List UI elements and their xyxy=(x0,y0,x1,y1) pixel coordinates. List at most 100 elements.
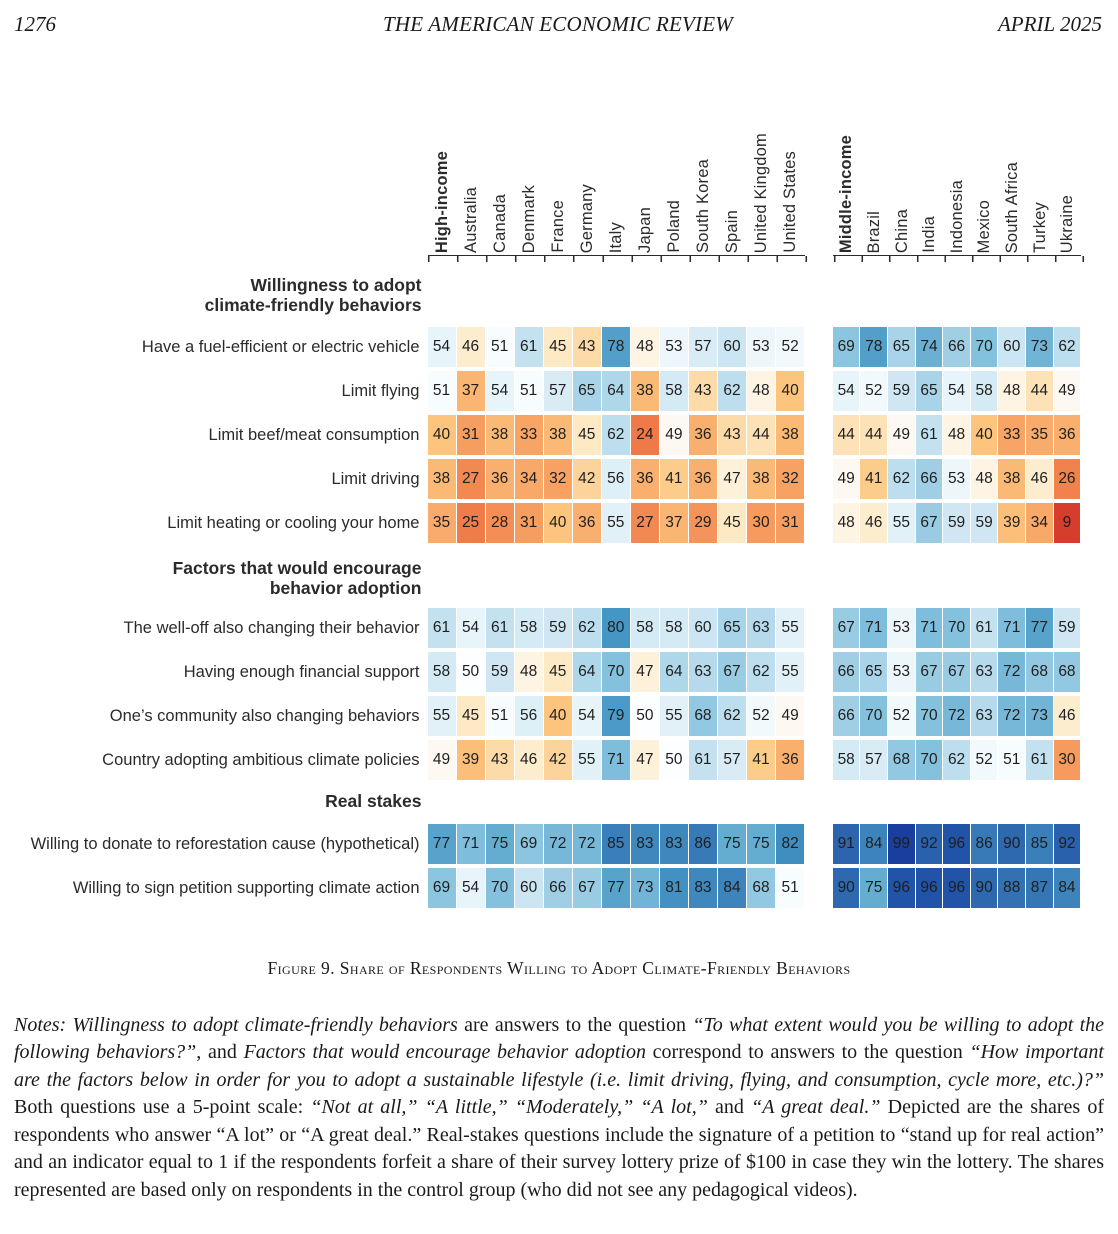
heatmap-cell: 75 xyxy=(485,823,515,864)
heatmap-cell: 69 xyxy=(427,867,457,908)
heatmap-cell: 79 xyxy=(601,696,631,736)
column-label-cell: Brazil xyxy=(860,103,888,255)
heatmap-cell: 71 xyxy=(456,823,486,864)
heatmap-cell: 49 xyxy=(659,415,689,455)
heatmap-cell: 50 xyxy=(456,652,486,692)
column-label-cell: United Kingdom xyxy=(747,103,776,255)
heatmap-cell: 65 xyxy=(888,327,916,367)
group-header-line: Willingness to adopt xyxy=(250,275,422,295)
heatmap-cell: 78 xyxy=(601,327,631,367)
notes-segment: correspond to answers to the question xyxy=(645,1041,970,1064)
heatmap-cell: 33 xyxy=(514,415,544,455)
heatmap-block: 55 45 51 56 40 54 79 50 55 68 62 52 49 xyxy=(427,696,806,736)
heatmap-cell: 48 xyxy=(832,503,861,543)
group-header-line: Factors that would encourage xyxy=(172,558,422,578)
heatmap-cell: 47 xyxy=(717,459,748,499)
column-label: Ukraine xyxy=(1058,194,1077,253)
heatmap-cell: 72 xyxy=(543,823,573,864)
heatmap-row: Limit beef/meat consumption 40 31 38 33 38 45 6… xyxy=(0,415,1118,455)
heatmap-cell: 28 xyxy=(485,503,515,543)
heatmap-cell: 48 xyxy=(747,371,777,411)
heatmap-block: 44 44 49 61 48 40 33 35 36 xyxy=(832,415,1082,455)
heatmap-cell: 80 xyxy=(601,608,631,648)
heatmap-block: 49 39 43 46 42 55 71 47 50 61 57 41 36 xyxy=(427,740,806,780)
heatmap-cell: 66 xyxy=(832,696,861,736)
heatmap-cell: 86 xyxy=(688,823,718,864)
heatmap-cell: 54 xyxy=(456,608,486,648)
heatmap-cell: 67 xyxy=(943,652,971,692)
heatmap-cell: 57 xyxy=(543,371,573,411)
column-label: France xyxy=(548,200,567,253)
heatmap-cell: 38 xyxy=(427,459,457,499)
heatmap-cell: 34 xyxy=(1026,503,1054,543)
heatmap-cell: 40 xyxy=(427,415,457,455)
heatmap-block: 49 41 62 66 53 48 38 46 26 xyxy=(832,459,1082,499)
heatmap-cell: 26 xyxy=(1053,459,1082,499)
heatmap-cell: 35 xyxy=(427,503,457,543)
heatmap-cell: 63 xyxy=(970,652,999,692)
heatmap-cell: 71 xyxy=(915,608,944,648)
heatmap-block: 61 54 61 58 59 62 80 58 58 60 65 63 55 xyxy=(427,608,806,648)
heatmap-cell: 77 xyxy=(427,823,457,864)
notes-italic-segment: “A little,” xyxy=(424,1096,508,1119)
row-label: Limit heating or cooling your home xyxy=(167,514,420,532)
column-label: South Africa xyxy=(1003,161,1021,253)
heatmap-cell: 86 xyxy=(970,823,999,864)
heatmap-row: Having enough financial support 58 50 59 48 4… xyxy=(0,652,1118,692)
heatmap-cell: 66 xyxy=(832,652,861,692)
heatmap-cell: 55 xyxy=(888,503,916,543)
heatmap-cell: 60 xyxy=(717,327,748,367)
heatmap-cell: 70 xyxy=(915,740,944,780)
column-label-cell: France xyxy=(544,103,573,255)
column-label: Poland xyxy=(665,200,684,253)
heatmap-cell: 50 xyxy=(630,696,660,736)
heatmap-cell: 40 xyxy=(543,503,573,543)
column-label-cell: High-income xyxy=(428,103,457,255)
heatmap-cell: 54 xyxy=(943,371,971,411)
heatmap-cell: 46 xyxy=(1026,459,1054,499)
group-header: Real stakes xyxy=(0,791,428,812)
heatmap-row: Country adopting ambitious climate polic… xyxy=(0,740,1118,780)
heatmap-cell: 78 xyxy=(860,327,889,367)
heatmap-cell: 58 xyxy=(427,652,457,692)
heatmap-cell: 61 xyxy=(970,608,999,648)
heatmap-cell: 45 xyxy=(572,415,602,455)
heatmap-block: 66 65 53 67 67 63 72 68 68 xyxy=(832,652,1082,692)
column-label-cell: Indonesia xyxy=(943,103,971,255)
heatmap-cell: 40 xyxy=(970,415,999,455)
heatmap-cell: 84 xyxy=(717,867,748,908)
heatmap-cell: 84 xyxy=(1053,867,1082,908)
heatmap-cell: 60 xyxy=(998,327,1027,367)
column-label-cell: South Korea xyxy=(689,103,718,255)
column-label-cell: Canada xyxy=(486,103,515,255)
heatmap-cell: 48 xyxy=(514,652,544,692)
heatmap-block: 66 70 52 70 72 63 72 73 46 xyxy=(832,696,1082,736)
heatmap-cell: 66 xyxy=(943,327,971,367)
row-label: Country adopting ambitious climate polic… xyxy=(102,751,420,769)
heatmap-cell: 84 xyxy=(860,823,889,864)
heatmap-cell: 53 xyxy=(747,327,777,367)
heatmap-cell: 43 xyxy=(688,371,718,411)
column-label: Middle-income xyxy=(837,134,856,253)
heatmap-cell: 54 xyxy=(832,371,861,411)
heatmap-cell: 33 xyxy=(998,415,1027,455)
row-label: Limit flying xyxy=(341,382,420,400)
heatmap-cell: 49 xyxy=(1053,371,1082,411)
heatmap-cell: 37 xyxy=(456,371,486,411)
heatmap-cell: 77 xyxy=(1026,608,1054,648)
heatmap-cell: 65 xyxy=(860,652,889,692)
heatmap-cell: 58 xyxy=(659,608,689,648)
heatmap-cell: 68 xyxy=(688,696,718,736)
heatmap-cell: 62 xyxy=(601,415,631,455)
heatmap-cell: 92 xyxy=(1053,823,1082,864)
heatmap-cell: 36 xyxy=(776,740,806,780)
axis-ticks-right xyxy=(834,256,1085,262)
heatmap-cell: 55 xyxy=(776,608,806,648)
heatmap-cell: 62 xyxy=(572,608,602,648)
heatmap-cell: 61 xyxy=(688,740,718,780)
column-label: High-income xyxy=(432,150,451,253)
heatmap-cell: 65 xyxy=(915,371,944,411)
notes-italic-segment: “A great deal.” xyxy=(751,1096,881,1119)
heatmap-cell: 88 xyxy=(998,867,1027,908)
heatmap-cell: 31 xyxy=(514,503,544,543)
